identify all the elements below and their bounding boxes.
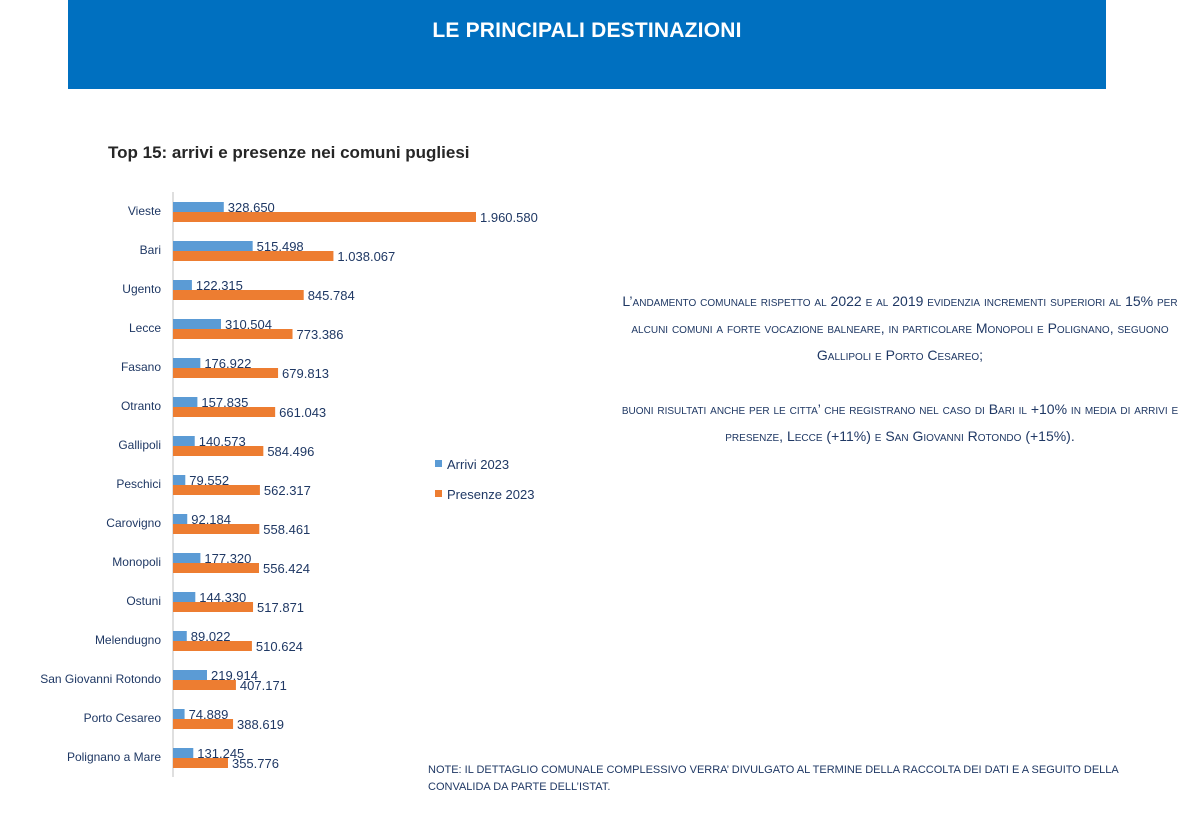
- presenze-value-label: 558.461: [263, 522, 310, 537]
- arrivi-bar: [173, 241, 253, 251]
- arrivi-bar: [173, 319, 221, 329]
- presenze-value-label: 584.496: [267, 444, 314, 459]
- arrivi-bar: [173, 592, 196, 602]
- presenze-bar: [173, 719, 234, 729]
- commentary-paragraph-1: L’andamento comunale rispetto al 2022 e …: [622, 293, 1178, 363]
- category-label: San Giovanni Rotondo: [40, 672, 161, 686]
- presenze-value-label: 679.813: [282, 366, 329, 381]
- arrivi-value-label: 131.245: [197, 746, 244, 761]
- arrivi-value-label: 177.320: [204, 551, 251, 566]
- arrivi-value-label: 176.922: [204, 356, 251, 371]
- arrivi-value-label: 74.889: [189, 707, 229, 722]
- arrivi-value-label: 89.022: [191, 629, 231, 644]
- arrivi-value-label: 328.650: [228, 200, 275, 215]
- arrivi-bar: [173, 358, 201, 368]
- legend-swatch: [435, 460, 442, 467]
- presenze-value-label: 517.871: [257, 600, 304, 615]
- category-label: Carovigno: [106, 516, 161, 530]
- presenze-value-label: 355.776: [232, 756, 279, 771]
- arrivi-value-label: 122.315: [196, 278, 243, 293]
- presenze-value-label: 845.784: [308, 288, 355, 303]
- category-label: Polignano a Mare: [67, 750, 161, 764]
- arrivi-value-label: 515.498: [257, 239, 304, 254]
- arrivi-bar: [173, 280, 192, 290]
- presenze-value-label: 773.386: [297, 327, 344, 342]
- category-label: Fasano: [121, 360, 161, 374]
- arrivi-value-label: 79.552: [189, 473, 229, 488]
- category-label: Melendugno: [95, 633, 161, 647]
- category-label: Lecce: [129, 321, 161, 335]
- arrivi-bar: [173, 397, 198, 407]
- arrivi-value-label: 310.504: [225, 317, 272, 332]
- arrivi-bar: [173, 202, 224, 212]
- category-label: Ugento: [122, 282, 161, 296]
- presenze-bar: [173, 290, 304, 300]
- presenze-value-label: 510.624: [256, 639, 303, 654]
- presenze-value-label: 407.171: [240, 678, 287, 693]
- header-banner: LE PRINCIPALI DESTINAZIONI: [68, 0, 1106, 89]
- arrivi-bar: [173, 631, 187, 641]
- arrivi-value-label: 144.330: [199, 590, 246, 605]
- presenze-bar: [173, 602, 254, 612]
- presenze-bar: [173, 368, 279, 378]
- presenze-bar: [173, 329, 293, 339]
- presenze-bar: [173, 212, 476, 222]
- presenze-value-label: 1.960.580: [480, 210, 538, 225]
- presenze-bar: [173, 407, 276, 417]
- category-label: Porto Cesareo: [84, 711, 162, 725]
- presenze-value-label: 556.424: [263, 561, 310, 576]
- arrivi-bar: [173, 670, 207, 680]
- category-label: Otranto: [121, 399, 161, 413]
- legend-swatch: [435, 490, 442, 497]
- arrivi-value-label: 157.835: [201, 395, 248, 410]
- arrivi-bar: [173, 475, 186, 485]
- arrivi-bar: [173, 748, 194, 758]
- presenze-bar: [173, 524, 260, 534]
- arrivi-value-label: 219.914: [211, 668, 258, 683]
- presenze-value-label: 562.317: [264, 483, 311, 498]
- presenze-value-label: 661.043: [279, 405, 326, 420]
- category-label: Bari: [140, 243, 161, 257]
- arrivi-bar: [173, 514, 188, 524]
- arrivi-bar: [173, 553, 201, 563]
- presenze-value-label: 1.038.067: [337, 249, 395, 264]
- category-label: Vieste: [128, 204, 161, 218]
- category-label: Peschici: [116, 477, 161, 491]
- presenze-bar: [173, 563, 259, 573]
- category-label: Ostuni: [126, 594, 161, 608]
- legend-label: Arrivi 2023: [447, 457, 509, 472]
- commentary-paragraph-2: buoni risultati anche per le citta’ che …: [621, 401, 1179, 444]
- category-label: Monopoli: [112, 555, 161, 569]
- presenze-bar: [173, 680, 236, 690]
- commentary: L’andamento comunale rispetto al 2022 e …: [615, 288, 1185, 477]
- page-title: LE PRINCIPALI DESTINAZIONI: [432, 19, 742, 42]
- category-label: Gallipoli: [118, 438, 161, 452]
- arrivi-bar: [173, 436, 195, 446]
- presenze-bar: [173, 641, 252, 651]
- arrivi-value-label: 140.573: [199, 434, 246, 449]
- presenze-bar: [173, 251, 334, 261]
- arrivi-bar: [173, 709, 185, 719]
- presenze-bar: [173, 485, 260, 495]
- presenze-value-label: 388.619: [237, 717, 284, 732]
- presenze-bar: [173, 758, 228, 768]
- footnote: NOTE: IL DETTAGLIO COMUNALE COMPLESSIVO …: [428, 764, 1119, 793]
- arrivi-value-label: 92.184: [191, 512, 231, 527]
- presenze-bar: [173, 446, 264, 456]
- legend-label: Presenze 2023: [447, 487, 534, 502]
- chart-title: Top 15: arrivi e presenze nei comuni pug…: [108, 143, 470, 162]
